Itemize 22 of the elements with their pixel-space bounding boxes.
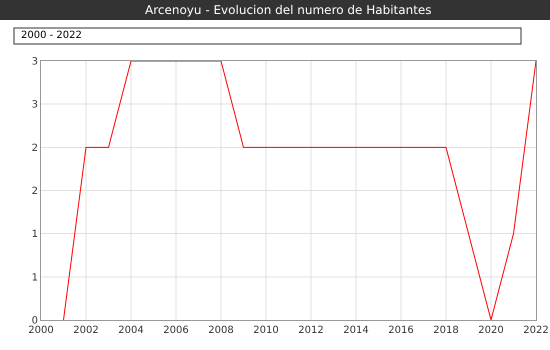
- y-tick-label: 3: [32, 100, 38, 111]
- x-tick-label: 2000: [28, 325, 54, 336]
- y-tick-label: 2: [32, 186, 38, 197]
- chart-title: Arcenoyu - Evolucion del numero de Habitantes: [145, 3, 432, 17]
- x-tick-label: 2008: [208, 325, 234, 336]
- x-tick-label: 2022: [523, 325, 549, 336]
- x-tick-label: 2018: [433, 325, 459, 336]
- x-tick-label: 2016: [388, 325, 414, 336]
- y-tick-label: 0: [32, 316, 38, 326]
- chart-subtitle: 2000 - 2022: [21, 30, 82, 41]
- x-tick-label: 2010: [253, 325, 279, 336]
- x-tick-label: 2012: [298, 325, 324, 336]
- x-tick-label: 2014: [343, 325, 369, 336]
- y-tick-label: 1: [32, 272, 38, 284]
- x-tick-label: 2006: [163, 325, 189, 336]
- y-tick-label: 2: [32, 142, 38, 154]
- line-series: [63, 61, 536, 320]
- x-tick-label: 2004: [118, 325, 144, 336]
- x-tick-label: 2020: [478, 325, 504, 336]
- x-tick-label: 2002: [73, 325, 99, 336]
- y-tick-label: 3: [32, 56, 38, 68]
- y-tick-label: 1: [32, 229, 38, 240]
